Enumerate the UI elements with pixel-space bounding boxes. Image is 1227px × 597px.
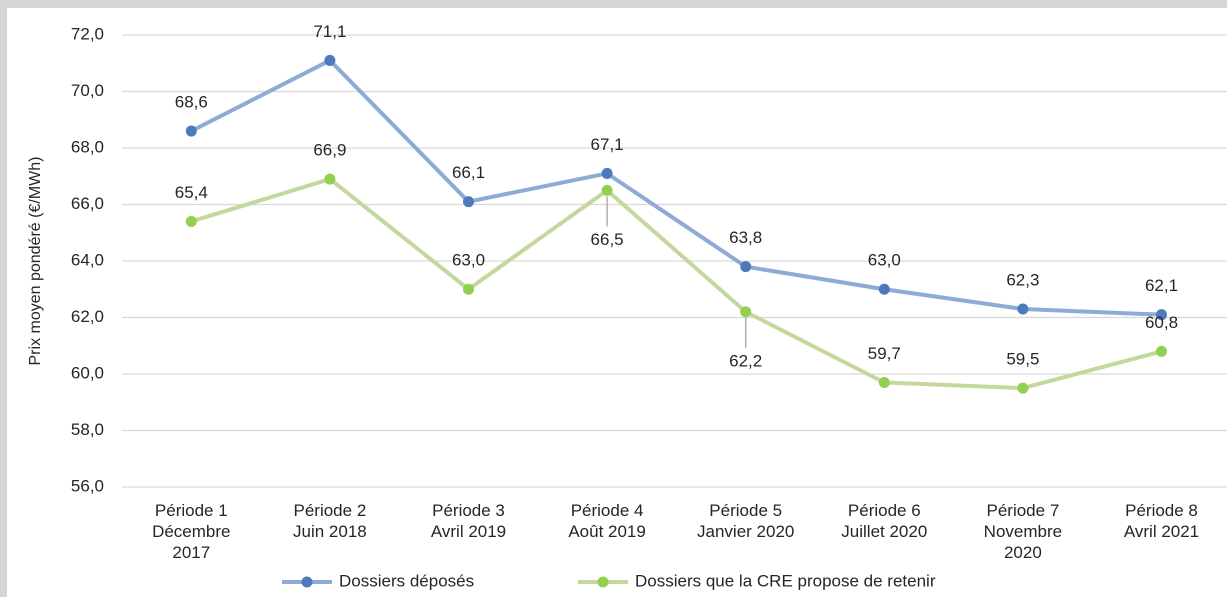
- x-tick-label: Période 5 Janvier 2020: [697, 501, 795, 541]
- y-tick-label: 72,0: [71, 24, 104, 43]
- data-point: [601, 184, 613, 196]
- legend-marker: [301, 576, 313, 588]
- data-point: [1156, 345, 1167, 357]
- y-tick-label: 56,0: [71, 476, 104, 495]
- data-point: [1156, 309, 1167, 321]
- x-tick-label: Période 3 Avril 2019: [430, 501, 507, 541]
- data-point: [185, 125, 197, 137]
- data-point: [1017, 382, 1029, 394]
- data-label: 66,5: [591, 230, 624, 249]
- legend-label: Dossiers que la CRE propose de retenir: [635, 571, 936, 590]
- x-tick-label: Période 7 Novembre 2020: [983, 501, 1063, 562]
- data-label: 63,8: [729, 228, 762, 247]
- data-label: 66,1: [452, 163, 485, 182]
- x-tick-label: Période 4 Août 2019: [568, 501, 646, 541]
- data-label: 59,5: [1006, 350, 1039, 369]
- data-label: 59,7: [868, 344, 901, 363]
- data-label: 60,8: [1145, 313, 1178, 332]
- legend-marker: [597, 576, 609, 588]
- data-point: [878, 376, 890, 388]
- data-point: [185, 215, 197, 227]
- data-point: [601, 167, 613, 179]
- data-point: [463, 196, 474, 208]
- y-tick-label: 68,0: [71, 137, 104, 156]
- x-tick-label: Période 1 Décembre 2017: [152, 501, 231, 562]
- chart-background: [7, 8, 1227, 597]
- data-point: [878, 283, 890, 295]
- data-label: 71,1: [313, 22, 346, 41]
- data-point: [1017, 303, 1029, 315]
- data-point: [740, 306, 752, 318]
- data-point: [740, 261, 752, 273]
- y-tick-label: 58,0: [71, 420, 104, 439]
- data-label: 63,0: [452, 251, 485, 270]
- data-label: 66,9: [313, 141, 346, 160]
- y-tick-label: 64,0: [71, 250, 104, 269]
- x-tick-label: Période 8 Avril 2021: [1123, 501, 1200, 541]
- data-point: [324, 54, 336, 66]
- series-line: [190, 58, 1162, 317]
- data-label: 62,1: [1145, 276, 1178, 295]
- data-label: 62,2: [729, 351, 762, 370]
- series-line: [190, 177, 1163, 391]
- y-tick-label: 60,0: [71, 363, 104, 382]
- x-tick-label: Période 6 Juillet 2020: [841, 501, 928, 541]
- legend-label: Dossiers déposés: [339, 571, 474, 590]
- y-tick-label: 62,0: [71, 307, 104, 326]
- data-label: 68,6: [175, 93, 208, 112]
- data-label: 63,0: [868, 251, 901, 270]
- data-label: 62,3: [1006, 271, 1039, 290]
- y-axis-label: Prix moyen pondéré (€/MWh): [27, 157, 44, 366]
- y-tick-label: 66,0: [71, 194, 104, 213]
- x-tick-label: Période 2 Juin 2018: [293, 501, 367, 541]
- data-point: [324, 173, 336, 185]
- data-label: 67,1: [591, 135, 624, 154]
- y-tick-label: 70,0: [71, 81, 104, 100]
- data-label: 65,4: [175, 183, 208, 202]
- data-point: [463, 283, 474, 295]
